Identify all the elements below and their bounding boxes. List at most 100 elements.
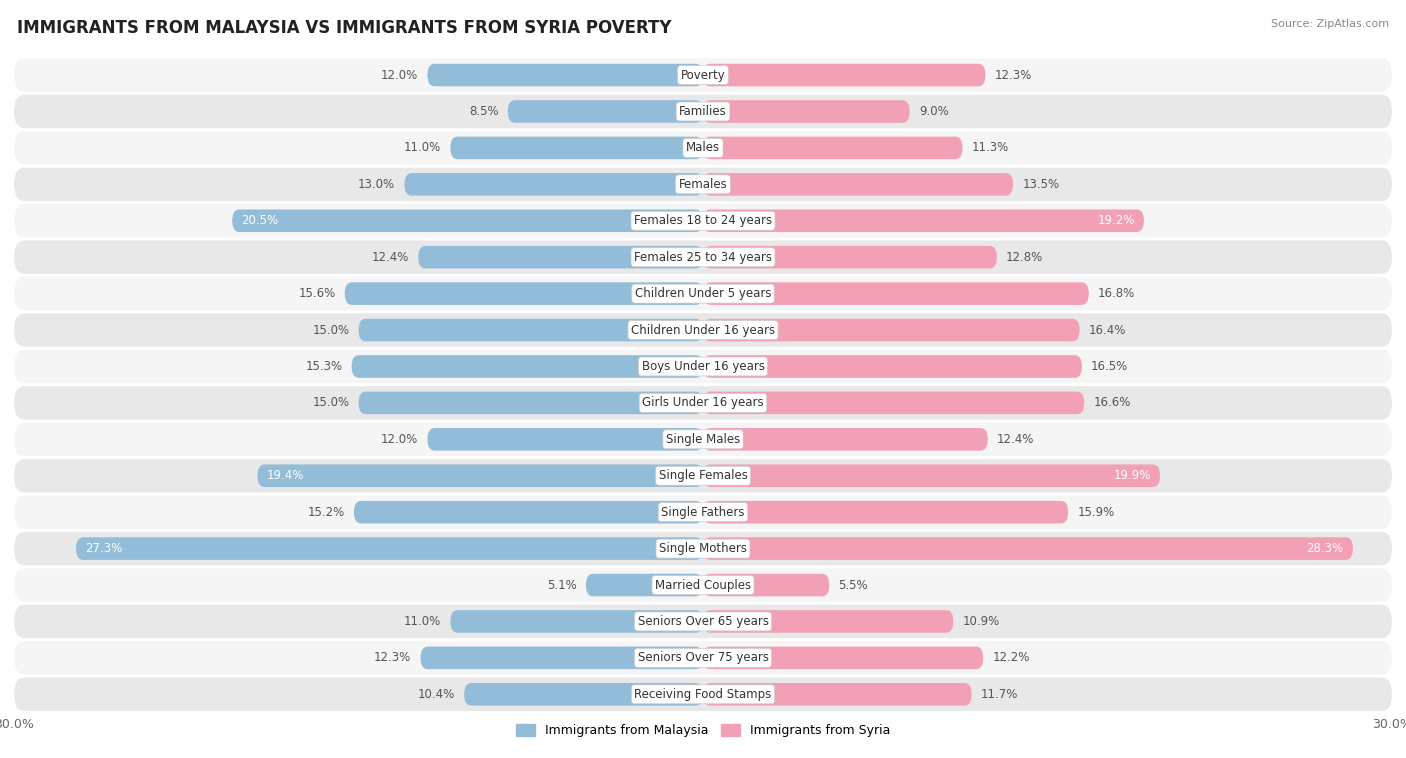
FancyBboxPatch shape (703, 356, 1083, 377)
FancyBboxPatch shape (76, 537, 703, 560)
Text: 15.0%: 15.0% (312, 324, 349, 337)
FancyBboxPatch shape (703, 574, 830, 597)
FancyBboxPatch shape (14, 678, 1392, 711)
Text: 15.9%: 15.9% (1077, 506, 1115, 518)
FancyBboxPatch shape (418, 246, 703, 268)
FancyBboxPatch shape (354, 501, 703, 524)
Text: 16.6%: 16.6% (1094, 396, 1130, 409)
FancyBboxPatch shape (14, 422, 1392, 456)
FancyBboxPatch shape (703, 319, 1080, 341)
FancyBboxPatch shape (14, 131, 1392, 164)
Text: 5.1%: 5.1% (547, 578, 576, 591)
Text: 11.7%: 11.7% (981, 688, 1018, 701)
Text: 12.0%: 12.0% (381, 68, 418, 82)
FancyBboxPatch shape (703, 537, 1353, 560)
Text: Children Under 16 years: Children Under 16 years (631, 324, 775, 337)
Text: Boys Under 16 years: Boys Under 16 years (641, 360, 765, 373)
FancyBboxPatch shape (14, 641, 1392, 675)
FancyBboxPatch shape (703, 246, 997, 268)
Text: 10.9%: 10.9% (963, 615, 1000, 628)
Text: 28.3%: 28.3% (1306, 542, 1344, 555)
Text: 12.4%: 12.4% (997, 433, 1035, 446)
Text: 13.5%: 13.5% (1022, 178, 1059, 191)
FancyBboxPatch shape (14, 58, 1392, 92)
Text: 12.3%: 12.3% (994, 68, 1032, 82)
FancyBboxPatch shape (14, 386, 1392, 420)
Text: Females 18 to 24 years: Females 18 to 24 years (634, 215, 772, 227)
FancyBboxPatch shape (359, 319, 703, 341)
Text: 19.2%: 19.2% (1097, 215, 1135, 227)
FancyBboxPatch shape (14, 459, 1392, 493)
Text: Single Females: Single Females (658, 469, 748, 482)
FancyBboxPatch shape (405, 173, 703, 196)
FancyBboxPatch shape (352, 356, 703, 377)
Text: 20.5%: 20.5% (242, 215, 278, 227)
FancyBboxPatch shape (14, 349, 1392, 384)
FancyBboxPatch shape (14, 496, 1392, 529)
FancyBboxPatch shape (14, 605, 1392, 638)
Text: 19.4%: 19.4% (267, 469, 304, 482)
Text: 9.0%: 9.0% (920, 105, 949, 118)
Text: 10.4%: 10.4% (418, 688, 456, 701)
FancyBboxPatch shape (464, 683, 703, 706)
FancyBboxPatch shape (703, 136, 963, 159)
FancyBboxPatch shape (703, 647, 983, 669)
Text: 12.8%: 12.8% (1007, 251, 1043, 264)
Text: 15.6%: 15.6% (298, 287, 336, 300)
Text: Single Fathers: Single Fathers (661, 506, 745, 518)
Text: 19.9%: 19.9% (1114, 469, 1152, 482)
FancyBboxPatch shape (450, 610, 703, 633)
FancyBboxPatch shape (257, 465, 703, 487)
FancyBboxPatch shape (14, 277, 1392, 310)
Text: 13.0%: 13.0% (359, 178, 395, 191)
Text: Married Couples: Married Couples (655, 578, 751, 591)
FancyBboxPatch shape (427, 428, 703, 450)
FancyBboxPatch shape (703, 100, 910, 123)
FancyBboxPatch shape (14, 532, 1392, 565)
FancyBboxPatch shape (14, 95, 1392, 128)
Text: Receiving Food Stamps: Receiving Food Stamps (634, 688, 772, 701)
Text: 15.3%: 15.3% (305, 360, 343, 373)
FancyBboxPatch shape (703, 501, 1069, 524)
Text: Males: Males (686, 142, 720, 155)
Text: Females 25 to 34 years: Females 25 to 34 years (634, 251, 772, 264)
Text: IMMIGRANTS FROM MALAYSIA VS IMMIGRANTS FROM SYRIA POVERTY: IMMIGRANTS FROM MALAYSIA VS IMMIGRANTS F… (17, 19, 672, 37)
Text: Single Mothers: Single Mothers (659, 542, 747, 555)
Text: 16.8%: 16.8% (1098, 287, 1135, 300)
FancyBboxPatch shape (232, 209, 703, 232)
FancyBboxPatch shape (14, 240, 1392, 274)
Text: Children Under 5 years: Children Under 5 years (634, 287, 772, 300)
FancyBboxPatch shape (14, 313, 1392, 347)
FancyBboxPatch shape (703, 610, 953, 633)
FancyBboxPatch shape (508, 100, 703, 123)
Text: 16.4%: 16.4% (1088, 324, 1126, 337)
Text: 15.0%: 15.0% (312, 396, 349, 409)
Text: Single Males: Single Males (666, 433, 740, 446)
Text: 15.2%: 15.2% (308, 506, 344, 518)
Text: 16.5%: 16.5% (1091, 360, 1129, 373)
Text: Source: ZipAtlas.com: Source: ZipAtlas.com (1271, 19, 1389, 29)
Text: 12.2%: 12.2% (993, 651, 1029, 664)
FancyBboxPatch shape (703, 428, 988, 450)
Text: 12.3%: 12.3% (374, 651, 412, 664)
Text: 5.5%: 5.5% (838, 578, 868, 591)
Text: Seniors Over 75 years: Seniors Over 75 years (637, 651, 769, 664)
FancyBboxPatch shape (359, 392, 703, 414)
FancyBboxPatch shape (703, 209, 1144, 232)
FancyBboxPatch shape (420, 647, 703, 669)
FancyBboxPatch shape (703, 173, 1012, 196)
FancyBboxPatch shape (703, 64, 986, 86)
FancyBboxPatch shape (14, 204, 1392, 237)
FancyBboxPatch shape (344, 282, 703, 305)
FancyBboxPatch shape (450, 136, 703, 159)
FancyBboxPatch shape (703, 282, 1088, 305)
Text: 11.3%: 11.3% (972, 142, 1010, 155)
Text: Girls Under 16 years: Girls Under 16 years (643, 396, 763, 409)
Text: 27.3%: 27.3% (86, 542, 122, 555)
Text: 12.4%: 12.4% (371, 251, 409, 264)
FancyBboxPatch shape (14, 568, 1392, 602)
FancyBboxPatch shape (427, 64, 703, 86)
Text: 12.0%: 12.0% (381, 433, 418, 446)
Text: 11.0%: 11.0% (404, 142, 441, 155)
FancyBboxPatch shape (703, 392, 1084, 414)
